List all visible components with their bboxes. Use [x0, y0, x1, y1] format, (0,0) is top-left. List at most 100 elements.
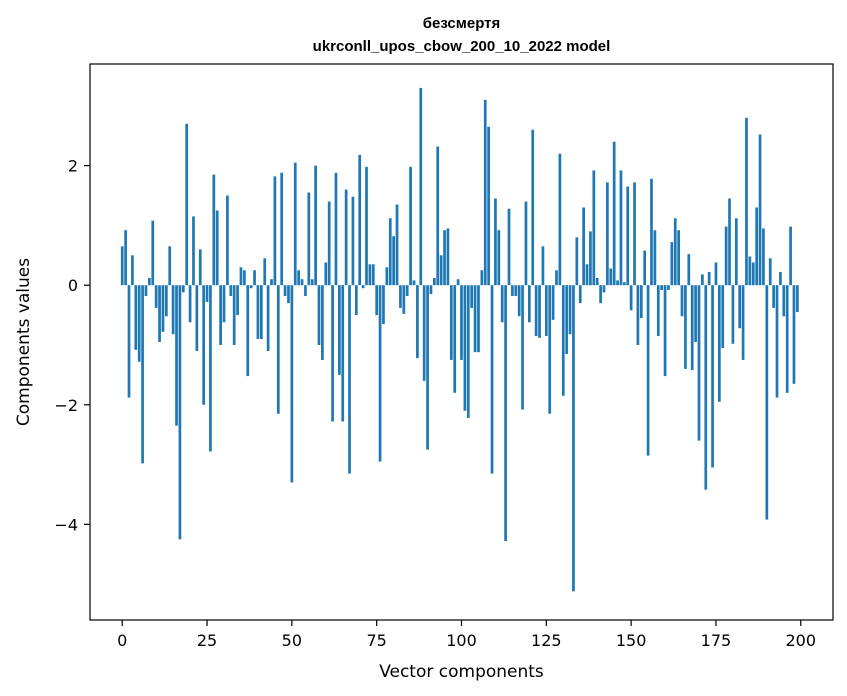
bar-15	[171, 285, 175, 335]
bar-129	[558, 153, 562, 286]
bar-150	[629, 285, 633, 311]
bar-149	[626, 186, 630, 286]
bar-70	[358, 154, 362, 286]
bar-137	[585, 264, 589, 286]
bar-139	[592, 170, 596, 286]
bar-45	[273, 176, 277, 286]
bar-67	[348, 285, 351, 474]
bar-82	[399, 285, 402, 308]
bar-153	[639, 285, 643, 319]
bar-151	[633, 182, 636, 286]
bar-175	[714, 262, 718, 286]
bar-9	[151, 220, 155, 286]
bar-158	[656, 285, 660, 337]
bar-116	[514, 285, 518, 296]
x-tick-label: 100	[446, 631, 477, 650]
bar-156	[650, 178, 653, 286]
bar-199	[796, 285, 799, 313]
bar-164	[677, 230, 680, 286]
bar-106	[480, 270, 484, 286]
bar-97	[449, 285, 453, 360]
bar-132	[568, 285, 572, 335]
bar-157	[653, 230, 657, 286]
bar-123	[538, 285, 541, 338]
bar-38	[249, 285, 253, 289]
bar-143	[606, 182, 609, 286]
bar-190	[765, 285, 769, 520]
bar-33	[232, 285, 236, 345]
bar-26	[209, 285, 212, 452]
chart-title: безсмертя	[423, 15, 501, 32]
bar-172	[704, 285, 708, 490]
bar-118	[521, 285, 524, 410]
bar-187	[755, 207, 759, 286]
bar-184	[745, 117, 748, 286]
bar-154	[643, 250, 647, 286]
bar-29	[219, 285, 222, 345]
bar-167	[687, 254, 691, 286]
bar-47	[280, 172, 284, 286]
bar-110	[494, 198, 497, 286]
bar-120	[528, 285, 531, 323]
bar-140	[595, 278, 599, 286]
bar-78	[385, 267, 389, 286]
bar-2	[127, 285, 131, 398]
bar-7	[144, 285, 148, 296]
bar-142	[602, 285, 606, 293]
bar-8	[148, 278, 151, 286]
y-axis-label: Components values	[14, 258, 34, 426]
bar-37	[246, 285, 250, 377]
bar-55	[307, 192, 311, 286]
bar-89	[422, 285, 426, 381]
bar-18	[181, 285, 185, 293]
bar-85	[409, 166, 412, 286]
bar-16	[175, 285, 178, 426]
bar-102	[466, 285, 470, 418]
bar-161	[667, 285, 670, 290]
bar-52	[297, 270, 300, 286]
bar-50	[290, 285, 294, 483]
bar-43	[266, 285, 270, 351]
bar-181	[734, 218, 738, 286]
bar-105	[477, 285, 480, 353]
bar-66	[344, 189, 348, 286]
bar-126	[548, 285, 552, 414]
bar-21	[192, 216, 195, 286]
bar-36	[243, 270, 246, 286]
x-tick-label: 200	[785, 631, 816, 650]
bar-100	[460, 285, 463, 360]
bar-39	[253, 270, 256, 286]
bar-25	[205, 285, 209, 302]
x-tick-label: 125	[531, 631, 562, 650]
bar-188	[758, 134, 762, 286]
bar-73	[368, 264, 372, 286]
bar-148	[622, 282, 626, 286]
bar-111	[497, 230, 501, 286]
bar-165	[680, 285, 684, 317]
bar-84	[405, 285, 409, 296]
bar-69	[354, 285, 358, 316]
bar-183	[741, 285, 745, 360]
bar-171	[701, 274, 704, 286]
bar-163	[673, 218, 677, 286]
bar-145	[612, 141, 616, 286]
bar-68	[351, 196, 355, 286]
bar-58	[317, 285, 321, 345]
x-tick-label: 175	[701, 631, 732, 650]
bar-185	[748, 256, 752, 286]
x-axis-ticks: 0 25 50 75 100 125 150 175 200	[117, 620, 816, 650]
bar-138	[589, 231, 592, 286]
bar-60	[324, 262, 328, 286]
bar-48	[283, 285, 287, 296]
bar-136	[582, 207, 585, 286]
bar-155	[646, 285, 650, 456]
bar-178	[724, 226, 728, 286]
bar-134	[575, 237, 579, 286]
bar-182	[738, 285, 742, 329]
bar-30	[222, 285, 226, 323]
bar-169	[694, 285, 697, 342]
bar-4	[134, 285, 138, 350]
x-tick-label: 0	[117, 631, 127, 650]
plot-area-frame	[89, 63, 834, 621]
bar-133	[572, 285, 575, 592]
